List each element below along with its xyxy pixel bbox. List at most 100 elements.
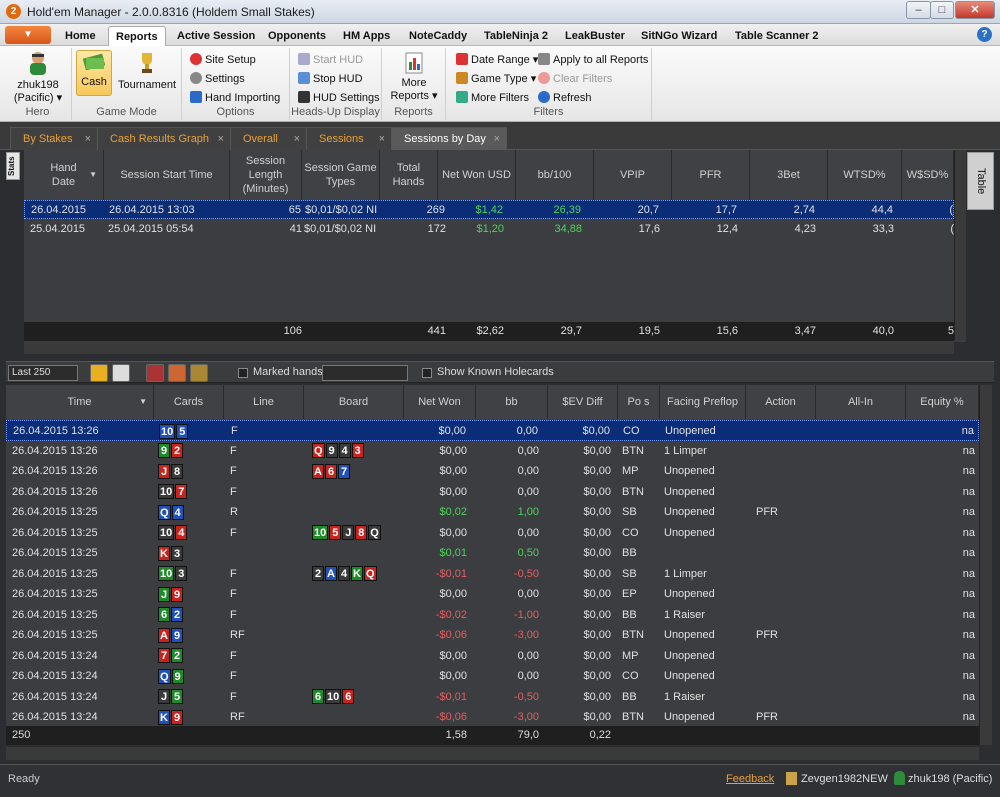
- last-hands-select[interactable]: Last 250: [8, 365, 78, 381]
- col-3bet[interactable]: 3Bet: [750, 150, 828, 200]
- hand-row[interactable]: 26.04.2015 13:24 K 9 RF -$0,06 -3,00 $0,00 BTN U…: [6, 707, 979, 728]
- hand-row[interactable]: 26.04.2015 13:24 Q 9 F $0,00 0,00 $0,00 CO Unope…: [6, 666, 979, 687]
- tab-hm-apps[interactable]: HM Apps: [343, 30, 391, 42]
- close-tab-icon[interactable]: ×: [378, 133, 385, 145]
- minimize-button[interactable]: –: [906, 1, 931, 19]
- tab-notecaddy[interactable]: NoteCaddy: [409, 30, 468, 42]
- hand-row[interactable]: 26.04.2015 13:24 7 2 F $0,00 0,00 $0,00 MP Unope…: [6, 646, 979, 667]
- settings-button[interactable]: Settings: [190, 71, 245, 87]
- game-type-button[interactable]: Game Type ▾: [456, 71, 536, 87]
- tab-table-scanner[interactable]: Table Scanner 2: [735, 30, 819, 42]
- tab-cash-results-graph[interactable]: Cash Results Graph ×: [97, 127, 231, 150]
- tab-home[interactable]: Home: [65, 30, 96, 42]
- hand-row[interactable]: 26.04.2015 13:26 10 7 F $0,00 0,00 $0,00 BTN Uno…: [6, 482, 979, 503]
- tab-reports[interactable]: Reports: [108, 26, 166, 47]
- app-menu-button[interactable]: ▼: [5, 26, 51, 44]
- col-cards[interactable]: Cards: [154, 385, 224, 419]
- col-pfr[interactable]: PFR: [672, 150, 750, 200]
- refresh-button[interactable]: Refresh: [538, 90, 592, 106]
- hud-settings-button[interactable]: HUD Settings: [298, 90, 380, 106]
- col-wsd[interactable]: W$SD%: [902, 150, 954, 200]
- stop-hud-button[interactable]: Stop HUD: [298, 71, 363, 87]
- tab-sitngo-wizard[interactable]: SitNGo Wizard: [641, 30, 718, 42]
- col-facing[interactable]: Facing Preflop: [660, 385, 746, 419]
- col-ev-diff[interactable]: $EV Diff: [548, 385, 618, 419]
- cash-button[interactable]: Cash: [76, 50, 112, 96]
- col-pos[interactable]: Po s: [618, 385, 660, 419]
- col-session-length[interactable]: Session Length (Minutes): [230, 150, 302, 200]
- user-zevgen[interactable]: Zevgen1982NEW: [801, 773, 888, 785]
- col-net-won[interactable]: Net Won: [404, 385, 476, 419]
- table-side-tab[interactable]: Table: [967, 152, 994, 210]
- session-row[interactable]: 26.04.2015 26.04.2015 13:03 65 $0,01/$0,02 …: [24, 200, 954, 219]
- col-allin[interactable]: All-In: [816, 385, 906, 419]
- hand-row[interactable]: 26.04.2015 13:24 J 5 F 6 10 6 -$0,01 -0,50 $0,00 B…: [6, 687, 979, 708]
- col-total-hands[interactable]: Total Hands: [380, 150, 438, 200]
- grid-icon[interactable]: [146, 364, 164, 382]
- chart-icon[interactable]: [168, 364, 186, 382]
- hand-row[interactable]: 26.04.2015 13:25 J 9 F $0,00 0,00 $0,00 EP Unope…: [6, 584, 979, 605]
- trophy-filter-icon[interactable]: [190, 364, 208, 382]
- col-bb100[interactable]: bb/100: [516, 150, 594, 200]
- tab-sessions-by-day[interactable]: Sessions by Day ×: [391, 127, 507, 150]
- hand-row[interactable]: 26.04.2015 13:25 10 4 F 10 5 J 8 Q $0,00 0,00 $0,00…: [6, 523, 979, 544]
- hand-importing-button[interactable]: Hand Importing: [190, 90, 280, 106]
- col-net-won[interactable]: Net Won USD: [438, 150, 516, 200]
- col-bb[interactable]: bb: [476, 385, 548, 419]
- hand-row[interactable]: 26.04.2015 13:25 10 3 F 2 A 4 K Q -$0,01 -0,50 $0,0…: [6, 564, 979, 585]
- marked-hands-select[interactable]: [322, 365, 408, 381]
- tournament-button[interactable]: Tournament: [116, 50, 178, 91]
- tab-leakbuster[interactable]: LeakBuster: [565, 30, 625, 42]
- rewind-icon[interactable]: [90, 364, 108, 382]
- maximize-button[interactable]: □: [930, 1, 954, 19]
- close-tab-icon[interactable]: ×: [293, 133, 300, 145]
- col-action[interactable]: Action: [746, 385, 816, 419]
- date-range-button[interactable]: Date Range ▾: [456, 52, 538, 68]
- close-tab-icon[interactable]: ×: [493, 133, 500, 145]
- more-filters-button[interactable]: More Filters: [456, 90, 529, 106]
- sessions-vscroll[interactable]: [954, 150, 966, 340]
- col-session-start[interactable]: Session Start Time: [104, 150, 230, 200]
- show-known-checkbox[interactable]: [422, 368, 432, 378]
- site-setup-button[interactable]: Site Setup: [190, 52, 256, 68]
- col-board[interactable]: Board: [304, 385, 404, 419]
- hand-row[interactable]: 26.04.2015 13:26 9 2 F Q 9 4 3 $0,00 0,00 $0,00 BTN…: [6, 441, 979, 462]
- stats-side-tab[interactable]: Stats: [6, 152, 20, 180]
- hand-row[interactable]: 26.04.2015 13:25 A 9 RF -$0,06 -3,00 $0,00 BTN U…: [6, 625, 979, 646]
- col-equity[interactable]: Equity %: [906, 385, 979, 419]
- tab-active-session[interactable]: Active Session: [177, 30, 256, 42]
- hand-row[interactable]: 26.04.2015 13:25 K 3 $0,01 0,50 $0,00 BB na: [6, 543, 979, 564]
- user-hero[interactable]: zhuk198 (Pacific): [908, 773, 993, 785]
- close-tab-icon[interactable]: ×: [84, 133, 91, 145]
- hand-row[interactable]: 26.04.2015 13:26 J 8 F A 6 7 $0,00 0,00 $0,00 MP Un…: [6, 461, 979, 482]
- tab-tableninja[interactable]: TableNinja 2: [484, 30, 548, 42]
- tab-overall[interactable]: Overall ×: [230, 127, 307, 150]
- close-button[interactable]: ✕: [955, 1, 995, 19]
- col-hand-date[interactable]: Hand Date ▼: [24, 150, 104, 200]
- hand-row[interactable]: 26.04.2015 13:25 Q 4 R $0,02 1,00 $0,00 SB Unope…: [6, 502, 979, 523]
- sessions-hscroll[interactable]: [24, 342, 954, 354]
- hand-row[interactable]: 26.04.2015 13:26 10 5 F $0,00 0,00 $0,00 CO Unop…: [6, 420, 979, 441]
- tab-sessions[interactable]: Sessions ×: [306, 127, 392, 150]
- hand-row[interactable]: 26.04.2015 13:25 6 2 F -$0,02 -1,00 $0,00 BB 1 R…: [6, 605, 979, 626]
- col-line[interactable]: Line: [224, 385, 304, 419]
- start-hud-button[interactable]: Start HUD: [298, 52, 363, 68]
- hands-vscroll[interactable]: [979, 385, 992, 745]
- hero-button[interactable]: zhuk198 (Pacific) ▾: [6, 50, 70, 104]
- col-wtsd[interactable]: WTSD%: [828, 150, 902, 200]
- marked-hands-checkbox[interactable]: [238, 368, 248, 378]
- more-reports-button[interactable]: More Reports ▾: [386, 52, 442, 102]
- tab-by-stakes[interactable]: By Stakes ×: [10, 127, 98, 150]
- feedback-link[interactable]: Feedback: [726, 773, 775, 785]
- col-vpip[interactable]: VPIP: [594, 150, 672, 200]
- close-tab-icon[interactable]: ×: [217, 133, 224, 145]
- apply-all-button[interactable]: Apply to all Reports: [538, 52, 648, 68]
- hands-hscroll[interactable]: [6, 747, 979, 760]
- cards-icon[interactable]: [112, 364, 130, 382]
- tab-opponents[interactable]: Opponents: [268, 30, 327, 42]
- help-icon[interactable]: ?: [977, 27, 992, 42]
- clear-filters-button[interactable]: Clear Filters: [538, 71, 612, 87]
- session-row[interactable]: 25.04.2015 25.04.2015 05:54 41 $0,01/$0,02 …: [24, 220, 954, 239]
- col-time[interactable]: Time ▼: [6, 385, 154, 419]
- col-game-types[interactable]: Session Game Types: [302, 150, 380, 200]
